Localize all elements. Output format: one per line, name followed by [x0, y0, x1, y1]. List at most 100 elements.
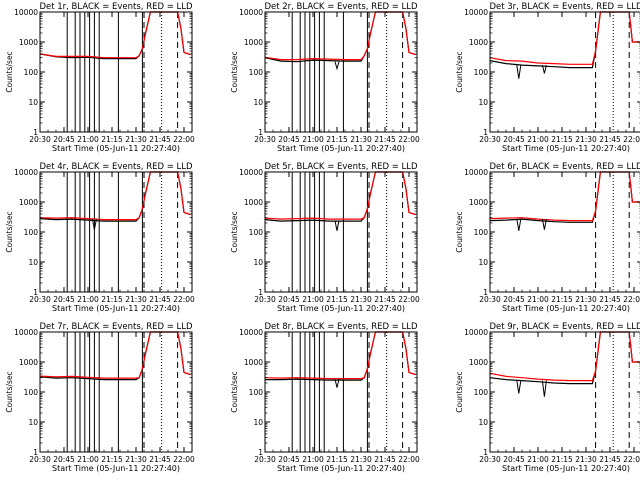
- y-tick-label: 1000: [244, 38, 263, 47]
- plot-frame: [264, 11, 418, 133]
- event-dip: [516, 65, 522, 79]
- x-tick-label: 20:45: [278, 135, 300, 144]
- x-tick-label: 21:15: [101, 135, 123, 144]
- y-tick-label: 1: [483, 288, 488, 297]
- x-tick-label: 21:00: [527, 295, 549, 304]
- y-tick-label: 1000: [19, 198, 38, 207]
- y-tick-label: 10: [28, 418, 38, 427]
- event-dip: [334, 61, 340, 71]
- y-tick-label: 1: [483, 128, 488, 137]
- x-tick-label: 21:45: [149, 135, 171, 144]
- x-tick-label: 21:45: [149, 295, 171, 304]
- event-dip: [516, 380, 522, 394]
- y-tick-label: 10: [478, 258, 488, 267]
- x-tick-label: 21:30: [350, 295, 372, 304]
- y-tick-label: 100: [474, 68, 489, 77]
- y-tick-label: 10: [478, 98, 488, 107]
- y-tick-label: 10000: [464, 168, 488, 177]
- x-tick-label: 22:00: [623, 295, 640, 304]
- plot-frame: [489, 171, 640, 293]
- x-tick-label: 20:30: [479, 295, 501, 304]
- y-tick-label: 1: [258, 128, 263, 137]
- y-axis-label: Counts/sec: [230, 211, 239, 252]
- x-tick-label: 21:00: [77, 295, 99, 304]
- y-tick-label: 10000: [14, 168, 38, 177]
- x-tick-label: 21:15: [101, 455, 123, 464]
- x-tick-label: 21:15: [326, 135, 348, 144]
- series-lld-line: [264, 171, 416, 220]
- series-lld-line: [39, 11, 191, 59]
- x-axis-label: Start Time (05-Jun-11 20:27:40): [502, 144, 630, 153]
- x-tick-label: 21:00: [527, 135, 549, 144]
- chart-title: Det 5r, BLACK = Events, RED = LLD: [264, 162, 418, 172]
- y-tick-label: 10000: [239, 8, 263, 17]
- series-lld-line: [489, 171, 640, 222]
- x-tick-label: 21:30: [575, 295, 597, 304]
- y-tick-label: 10000: [14, 8, 38, 17]
- x-tick-label: 21:45: [149, 455, 171, 464]
- x-tick-label: 21:15: [326, 295, 348, 304]
- series-lld-line: [489, 11, 640, 65]
- event-dip: [91, 218, 97, 230]
- series-lld-line: [264, 331, 416, 380]
- x-tick-label: 22:00: [398, 135, 420, 144]
- y-tick-label: 1000: [19, 38, 38, 47]
- series-lld-line: [39, 171, 191, 221]
- y-tick-label: 10000: [464, 328, 488, 337]
- series-lld-line: [489, 331, 640, 382]
- y-axis-label: Counts/sec: [230, 51, 239, 92]
- x-tick-label: 21:00: [302, 455, 324, 464]
- y-tick-label: 1: [258, 288, 263, 297]
- x-axis-label: Start Time (05-Jun-11 20:27:40): [52, 304, 180, 313]
- x-tick-label: 22:00: [173, 295, 195, 304]
- y-tick-label: 10000: [464, 8, 488, 17]
- x-tick-label: 22:00: [173, 135, 195, 144]
- x-tick-label: 20:30: [254, 295, 276, 304]
- chart-panel-1: Det 1r, BLACK = Events, RED = LLD 1 10 100 1…: [5, 2, 195, 153]
- y-tick-label: 100: [249, 228, 264, 237]
- y-tick-label: 10000: [239, 328, 263, 337]
- x-tick-label: 20:30: [29, 455, 51, 464]
- y-tick-label: 1: [483, 448, 488, 457]
- x-tick-label: 20:45: [503, 295, 525, 304]
- plot-frame: [264, 171, 418, 293]
- x-tick-label: 20:30: [29, 295, 51, 304]
- chart-title: Det 6r, BLACK = Events, RED = LLD: [489, 162, 640, 172]
- y-tick-label: 1000: [244, 198, 263, 207]
- x-tick-label: 20:45: [53, 455, 75, 464]
- chart-panel-6: Det 6r, BLACK = Events, RED = LLD 1 10 100 1…: [455, 162, 640, 313]
- y-tick-label: 100: [24, 68, 39, 77]
- y-tick-label: 1000: [244, 358, 263, 367]
- x-tick-label: 21:00: [302, 295, 324, 304]
- series-events-line: [265, 331, 416, 381]
- y-tick-label: 10: [253, 98, 263, 107]
- x-tick-label: 21:30: [125, 295, 147, 304]
- chart-panel-4: Det 4r, BLACK = Events, RED = LLD 1 10 100 1…: [5, 162, 195, 313]
- x-axis-label: Start Time (05-Jun-11 20:27:40): [277, 304, 405, 313]
- chart-title: Det 2r, BLACK = Events, RED = LLD: [264, 2, 418, 12]
- x-axis-label: Start Time (05-Jun-11 20:27:40): [277, 144, 405, 153]
- y-tick-label: 100: [249, 388, 264, 397]
- x-tick-label: 22:00: [623, 455, 640, 464]
- series-events-line: [39, 171, 191, 222]
- chart-panel-2: Det 2r, BLACK = Events, RED = LLD 1 10 100 1…: [230, 2, 420, 153]
- y-tick-label: 1: [33, 288, 38, 297]
- y-tick-label: 10: [28, 98, 38, 107]
- x-axis-label: Start Time (05-Jun-11 20:27:40): [52, 464, 180, 473]
- chart-title: Det 1r, BLACK = Events, RED = LLD: [39, 2, 193, 12]
- y-tick-label: 10: [478, 418, 488, 427]
- y-tick-label: 1: [258, 448, 263, 457]
- x-tick-label: 20:30: [479, 455, 501, 464]
- chart-title: Det 7r, BLACK = Events, RED = LLD: [39, 322, 193, 332]
- x-tick-label: 21:45: [599, 135, 621, 144]
- y-axis-label: Counts/sec: [5, 371, 14, 412]
- event-dip: [541, 380, 547, 397]
- x-axis-label: Start Time (05-Jun-11 20:27:40): [502, 464, 630, 473]
- y-tick-label: 10: [253, 418, 263, 427]
- x-tick-label: 20:30: [254, 135, 276, 144]
- x-tick-label: 20:45: [278, 455, 300, 464]
- y-axis-label: Counts/sec: [230, 371, 239, 412]
- series-events-line: [489, 331, 640, 385]
- plot-frame: [39, 171, 193, 293]
